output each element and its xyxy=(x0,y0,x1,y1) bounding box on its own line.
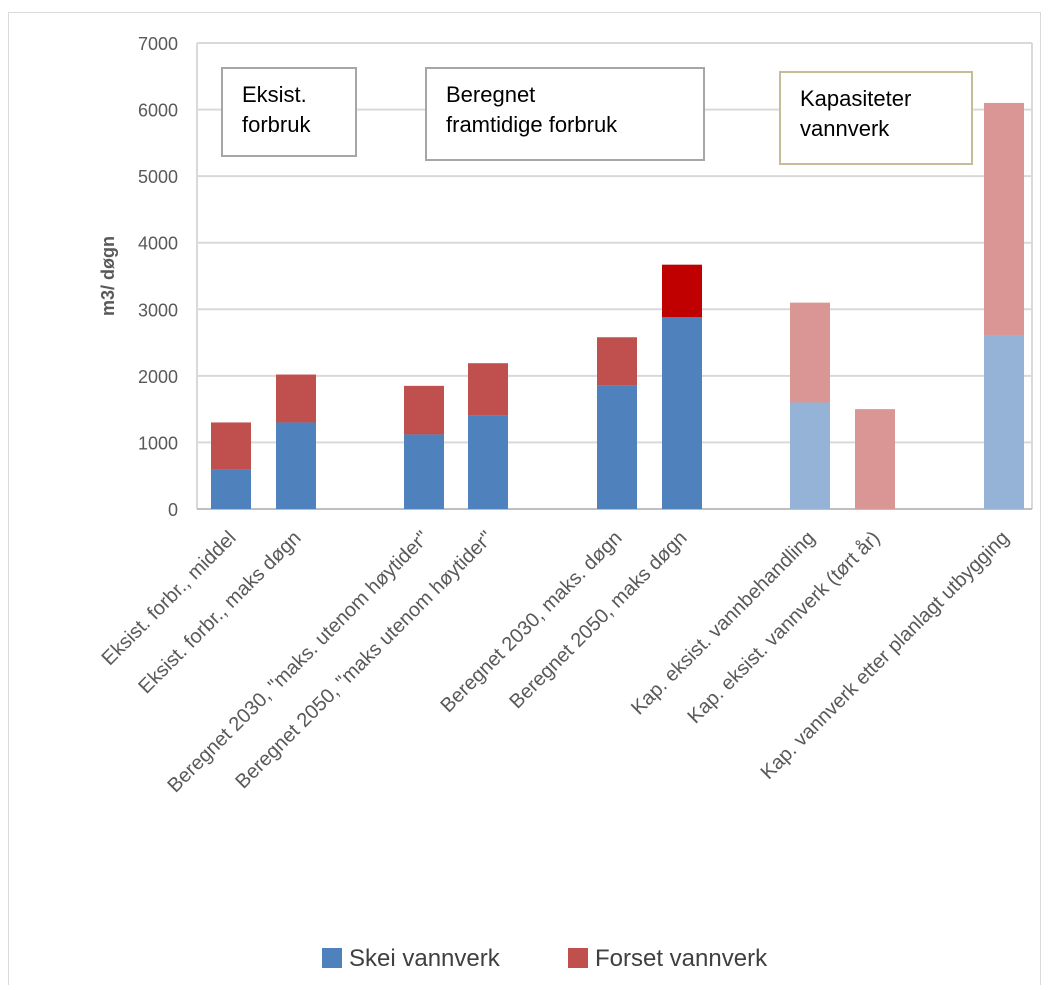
chart-frame xyxy=(8,12,1041,990)
bar-forset-vannverk-7 xyxy=(790,302,830,403)
bar-skei-vannverk-5 xyxy=(597,385,637,509)
bar-forset-vannverk-3 xyxy=(404,385,444,435)
annotation-border xyxy=(779,71,973,165)
annotations: Eksist. forbruk Beregnet framtidige forbruk… xyxy=(221,67,973,165)
y-tick-label: 6000 xyxy=(138,101,178,121)
y-axis-label: m3/ døgn xyxy=(98,236,118,316)
bars xyxy=(211,102,1024,509)
y-tick-label: 3000 xyxy=(138,300,178,320)
annotation-border xyxy=(221,67,357,157)
annotation-border xyxy=(425,67,705,161)
legend-label: Skei vannverk xyxy=(349,945,501,972)
legend-label: Forset vannverk xyxy=(595,945,768,972)
y-tick-label: 2000 xyxy=(138,367,178,387)
bar-forset-vannverk-2 xyxy=(276,374,316,423)
y-tick-label: 7000 xyxy=(138,34,178,54)
gridlines xyxy=(196,42,1033,510)
annotation-text: Eksist. xyxy=(242,82,307,107)
y-tick-label: 1000 xyxy=(138,433,178,453)
bar-skei-vannverk-6 xyxy=(662,317,702,509)
bar-skei-vannverk-4 xyxy=(468,415,508,509)
legend: Skei vannverk Forset vannverk xyxy=(322,945,768,972)
annotation-box: Eksist. forbruk xyxy=(221,67,357,157)
bar-skei-vannverk-7 xyxy=(790,402,830,509)
y-tick-label: 5000 xyxy=(138,167,178,187)
bar-skei-vannverk-1 xyxy=(211,469,251,509)
annotation-box: Beregnet framtidige forbruk xyxy=(425,67,705,161)
annotation-box: Kapasiteter vannverk xyxy=(779,71,973,165)
bar-skei-vannverk-2 xyxy=(276,422,316,509)
annotation-text: forbruk xyxy=(242,112,311,137)
bar-forset-vannverk-5 xyxy=(597,337,637,386)
annotation-text: Kapasiteter xyxy=(800,86,911,111)
annotation-text: vannverk xyxy=(800,116,890,141)
bar-forset-vannverk-4 xyxy=(468,363,508,416)
annotation-text: framtidige forbruk xyxy=(446,112,618,137)
bar-skei-vannverk-9 xyxy=(984,335,1024,509)
bar-skei-vannverk-3 xyxy=(404,434,444,509)
bar-forset-vannverk-6 xyxy=(662,264,702,318)
annotation-text: Beregnet xyxy=(446,82,535,107)
bar-forset-vannverk-1 xyxy=(211,422,251,470)
y-tick-label: 0 xyxy=(168,500,178,520)
y-tick-label: 4000 xyxy=(138,234,178,254)
legend-swatch xyxy=(568,948,588,968)
bar-forset-vannverk-9 xyxy=(984,102,1024,336)
bar-forset-vannverk-8 xyxy=(855,409,895,509)
y-axis: 0 1000 2000 3000 4000 5000 6000 7000 m3/ døgn xyxy=(98,34,178,520)
legend-swatch xyxy=(322,948,342,968)
